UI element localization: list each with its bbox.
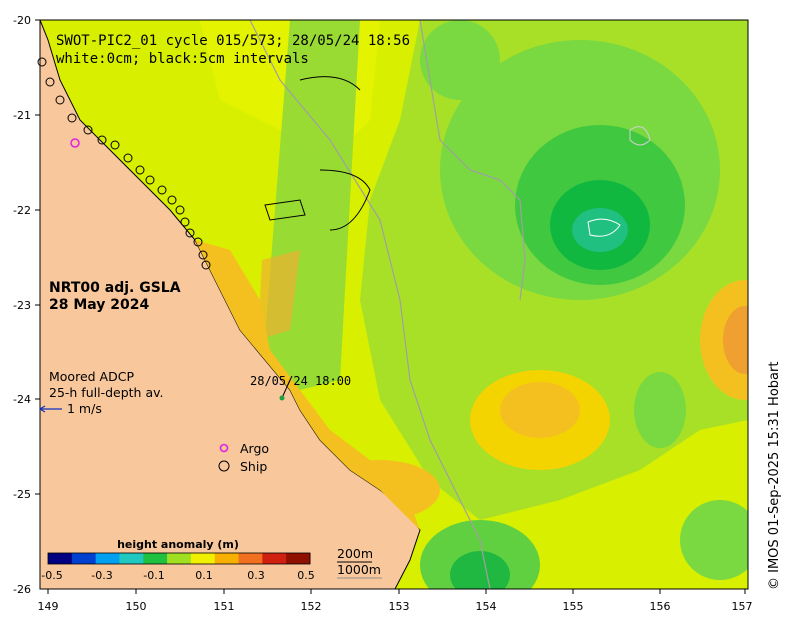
argo-legend-icon — [219, 443, 229, 453]
colorbar: height anomaly (m) -0.5 -0.3 -0.1 0.1 0.… — [41, 538, 314, 582]
ship-legend-label: Ship — [240, 459, 267, 474]
y-tick-label: -22 — [13, 204, 31, 217]
adcp-scale-label: 1 m/s — [67, 401, 102, 416]
adcp-label-line2: 25-h full-depth av. — [49, 385, 164, 400]
argo-legend-label: Argo — [240, 441, 269, 456]
x-tick-label: 149 — [38, 600, 59, 613]
colorbar-cell — [167, 553, 192, 564]
colorbar-tick-label: -0.1 — [143, 569, 164, 582]
x-tick-label: 157 — [732, 600, 753, 613]
x-tick-label: 153 — [389, 600, 410, 613]
map-title-line1: SWOT-PIC2_01 cycle 015/573; 28/05/24 18:… — [56, 33, 410, 49]
y-tick-label: -20 — [13, 14, 31, 27]
y-tick-label: -24 — [13, 393, 31, 406]
contour-white-2 — [629, 126, 651, 146]
plot-field — [40, 20, 748, 589]
product-date: 28 May 2024 — [49, 297, 150, 313]
contour-black-2 — [319, 169, 371, 231]
colorbar-cell — [48, 553, 73, 564]
sea-patch-orange-south — [500, 382, 580, 438]
y-axis — [35, 19, 40, 495]
y-tick-label: -26 — [13, 583, 31, 596]
colorbar-cell — [190, 553, 216, 564]
colorbar-cell — [143, 553, 168, 564]
x-tick-label: 150 — [126, 600, 147, 613]
sea-patch-green-north — [420, 20, 500, 100]
map-title-line2: white:0cm; black:5cm intervals — [56, 51, 309, 67]
colorbar-cell — [238, 553, 263, 564]
argo-float-marker — [70, 138, 80, 148]
isobath-1000m — [249, 20, 491, 589]
colorbar-tick-label: 0.3 — [247, 569, 265, 582]
y-tick-label: -23 — [13, 299, 31, 312]
colorbar-cell — [262, 553, 287, 564]
sea-patch-orange-east-core — [723, 306, 748, 374]
x-tick-label: 155 — [563, 600, 584, 613]
contour-black-3 — [299, 76, 361, 91]
contour-white-1 — [587, 218, 621, 237]
colorbar-cell — [119, 553, 144, 564]
arrow-head-icon — [39, 405, 46, 413]
swot-swath-orange — [258, 250, 300, 340]
colorbar-cells — [48, 553, 311, 564]
ship-legend-icon — [218, 460, 230, 472]
colorbar-title: height anomaly (m) — [117, 538, 239, 551]
colorbar-cell — [95, 553, 120, 564]
sea-patch-green-east — [634, 372, 686, 448]
sea-eddy-core — [572, 208, 628, 252]
depth-legend-1000m: 1000m — [337, 562, 381, 577]
depth-legend-200m: 200m — [337, 546, 373, 561]
x-tick-label: 151 — [214, 600, 235, 613]
product-name: NRT00 adj. GSLA — [49, 280, 181, 296]
isobath-200m — [419, 20, 526, 301]
x-tick-label: 156 — [650, 600, 671, 613]
adcp-vector — [281, 379, 291, 399]
adcp-timestamp: 28/05/24 18:00 — [250, 374, 351, 388]
x-tick-label: 154 — [476, 600, 497, 613]
colorbar-tick-label: -0.3 — [91, 569, 112, 582]
x-tick-label: 152 — [301, 600, 322, 613]
adcp-label-line1: Moored ADCP — [49, 369, 134, 384]
x-axis — [47, 589, 746, 594]
ship-tracks — [37, 57, 211, 270]
contour-black-1 — [264, 199, 306, 221]
colorbar-cell — [71, 553, 97, 564]
colorbar-frame — [47, 552, 311, 565]
colorbar-tick-label: 0.1 — [195, 569, 213, 582]
credit-text: © IMOS 01-Sep-2025 15:31 Hobart — [767, 362, 782, 590]
y-tick-label: -25 — [13, 488, 31, 501]
sea-patch-green-southeast — [680, 500, 748, 580]
y-tick-label: -21 — [13, 109, 31, 122]
colorbar-cell — [286, 553, 311, 564]
colorbar-cell — [214, 553, 240, 564]
adcp-mooring — [279, 395, 285, 401]
colorbar-tick-label: -0.5 — [41, 569, 62, 582]
land-mainland — [40, 20, 420, 589]
colorbar-tick-label: 0.5 — [297, 569, 315, 582]
coastal-warm-belt — [195, 240, 420, 530]
sea-eddy-south-core — [450, 551, 510, 589]
